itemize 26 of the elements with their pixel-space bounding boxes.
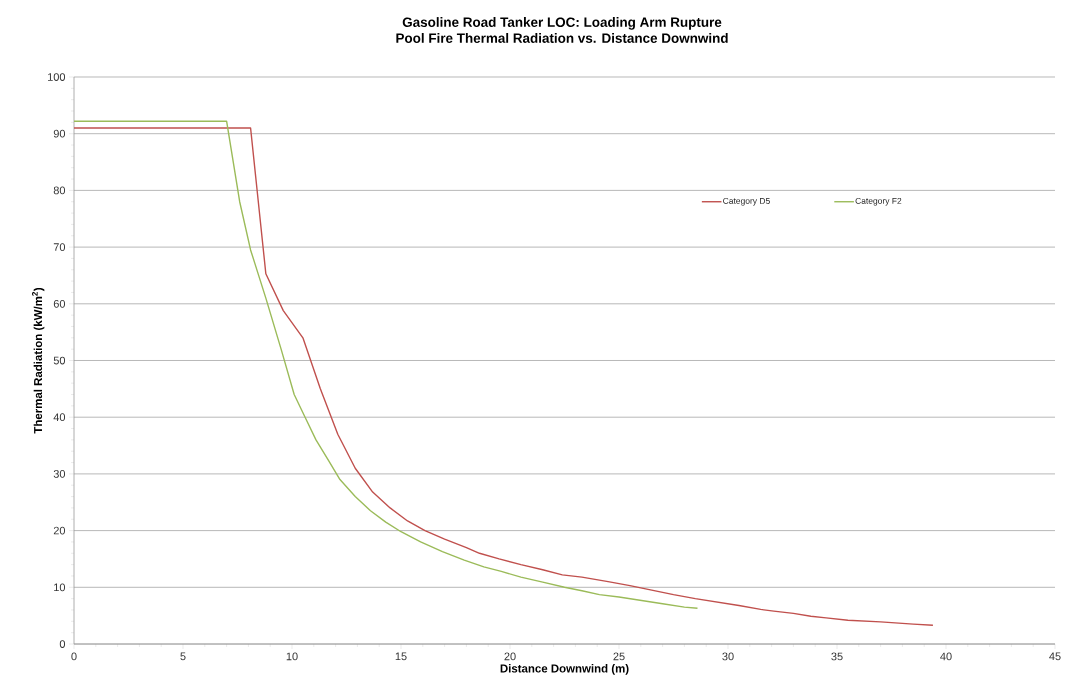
x-tick-label: 35	[831, 652, 843, 661]
x-tick-label: 40	[940, 652, 952, 661]
y-tick-label: 70	[53, 243, 66, 251]
y-tick-label: 90	[53, 129, 66, 138]
y-tick-label: 80	[53, 186, 66, 195]
chart-title: Gasoline Road Tanker LOC: Loading Arm Rupture Pool Fire Thermal Radiation vs. Distance Downwind	[396, 17, 728, 43]
x-tick-label: 15	[395, 652, 407, 661]
legend-label: Category F2	[855, 197, 902, 206]
y-tick-label: 100	[48, 73, 66, 81]
y-tick-label: 0	[59, 640, 66, 648]
x-tick-label: 10	[286, 652, 298, 661]
y-tick-label: 30	[53, 470, 66, 478]
y-tick-label: 40	[53, 413, 66, 422]
x-axis-title: Distance Downwind (m)	[500, 664, 629, 675]
y-tick-label: 60	[53, 299, 66, 308]
y-axis-title: Thermal Radiation (kW/m$^{2}$)	[32, 287, 45, 434]
x-tick-label: 5	[180, 652, 186, 661]
y-tick-label: 50	[53, 356, 66, 365]
legend-label: Category D5	[723, 197, 770, 206]
y-tick-label: 20	[53, 526, 66, 535]
x-tick-label: 20	[504, 652, 516, 661]
x-tick-label: 45	[1049, 652, 1061, 661]
x-tick-label: 25	[613, 652, 625, 661]
y-tick-label: 10	[54, 583, 66, 592]
x-tick-label: 30	[722, 652, 734, 661]
x-tick-label: 0	[71, 652, 77, 661]
